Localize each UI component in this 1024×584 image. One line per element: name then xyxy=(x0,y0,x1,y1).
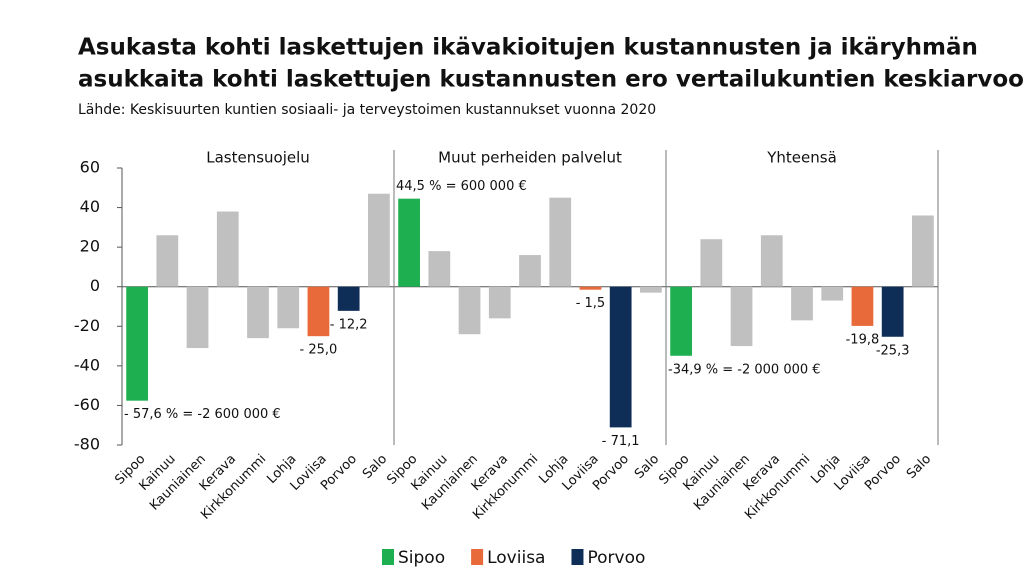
y-tick-label: 60 xyxy=(80,158,100,177)
bar xyxy=(851,286,874,326)
bar xyxy=(277,286,300,329)
value-label: -19,8 xyxy=(846,332,880,347)
y-tick-label: 40 xyxy=(80,197,100,216)
chart-subtitle: Lähde: Keskisuurten kuntien sosiaali- ja… xyxy=(78,102,656,118)
y-tick-label: 0 xyxy=(90,276,100,295)
bar xyxy=(216,211,239,287)
panel-title: Lastensuojelu xyxy=(206,149,310,167)
bar xyxy=(488,286,511,319)
bar xyxy=(247,286,269,339)
bar xyxy=(337,286,360,311)
x-tick-label: Salo xyxy=(904,452,934,482)
bar xyxy=(398,198,420,287)
bar xyxy=(700,239,723,287)
bar xyxy=(307,286,330,337)
bar xyxy=(640,286,662,293)
bar xyxy=(549,197,572,287)
value-label: - 71,1 xyxy=(602,434,640,449)
bar xyxy=(791,286,813,321)
y-tick-label: -20 xyxy=(74,316,100,335)
bar xyxy=(912,215,934,287)
value-label: - 25,0 xyxy=(300,343,338,358)
value-label: -34,9 % = -2 000 000 € xyxy=(668,362,821,377)
legend-label: Sipoo xyxy=(398,548,445,568)
bar xyxy=(730,286,753,347)
bar xyxy=(609,286,632,428)
bar xyxy=(368,193,390,287)
y-tick-label: -60 xyxy=(74,395,100,414)
bar xyxy=(458,286,481,335)
bar xyxy=(126,286,148,401)
bar xyxy=(579,286,602,290)
bar xyxy=(670,286,692,356)
value-label: - 12,2 xyxy=(330,317,368,332)
legend-swatch xyxy=(571,549,584,565)
bar xyxy=(821,286,844,301)
legend-label: Loviisa xyxy=(487,548,545,568)
panel-title: Muut perheiden palvelut xyxy=(438,149,622,167)
bar xyxy=(156,235,179,287)
bar xyxy=(760,235,783,287)
bar xyxy=(186,286,209,349)
chart-title: asukkaita kohti laskettujen kustannusten… xyxy=(78,67,1024,93)
legend-swatch xyxy=(382,549,394,565)
value-label: - 1,5 xyxy=(576,296,606,311)
legend-swatch xyxy=(471,549,484,565)
bar xyxy=(519,255,541,287)
chart-title: Asukasta kohti laskettujen ikävakioituje… xyxy=(78,35,978,61)
panel-title: Yhteensä xyxy=(766,149,837,167)
value-label: - 57,6 % = -2 600 000 € xyxy=(124,407,281,422)
y-tick-label: -40 xyxy=(74,355,100,374)
y-tick-label: 20 xyxy=(80,237,100,256)
value-label: 44,5 % = 600 000 € xyxy=(396,179,527,194)
bar xyxy=(428,251,451,287)
bar xyxy=(881,286,904,337)
y-tick-label: -80 xyxy=(74,435,100,454)
legend-label: Porvoo xyxy=(587,548,645,568)
value-label: -25,3 xyxy=(876,343,910,358)
